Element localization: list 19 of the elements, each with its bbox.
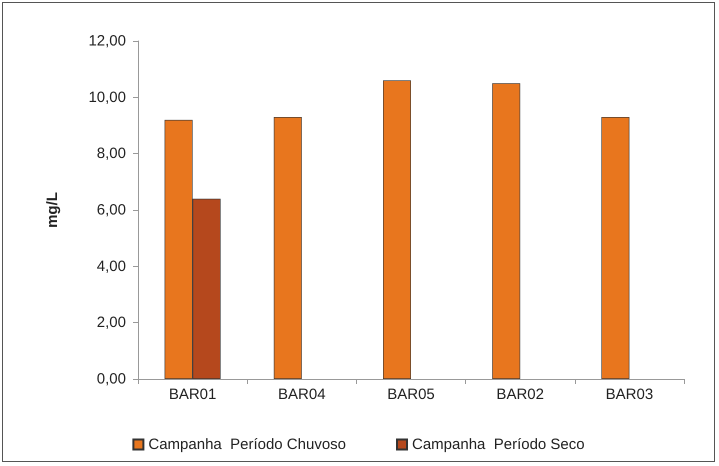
- bar: [601, 117, 630, 379]
- legend-label: Campanha Período Chuvoso: [148, 436, 346, 453]
- y-tick-label: 6,00: [96, 202, 126, 218]
- x-tick-label: BAR04: [278, 386, 326, 403]
- y-axis-title: mg/L: [44, 192, 61, 228]
- x-tick-label: BAR02: [496, 386, 544, 403]
- bar: [383, 80, 411, 379]
- legend-label: Campanha Período Seco: [412, 436, 585, 453]
- x-tick-label: BAR01: [168, 386, 216, 403]
- bar: [274, 117, 302, 379]
- bar: [492, 83, 520, 379]
- y-tick-label: 12,00: [88, 32, 126, 50]
- y-tick-label: 4,00: [96, 258, 126, 275]
- x-tick-label: BAR03: [606, 386, 654, 403]
- y-tick-label: 2,00: [96, 314, 126, 332]
- y-tick-label: 0,00: [96, 370, 126, 388]
- y-tick-label: 8,00: [96, 145, 126, 162]
- y-tick-label: 10,00: [88, 88, 126, 106]
- x-tick-label: BAR05: [387, 386, 435, 403]
